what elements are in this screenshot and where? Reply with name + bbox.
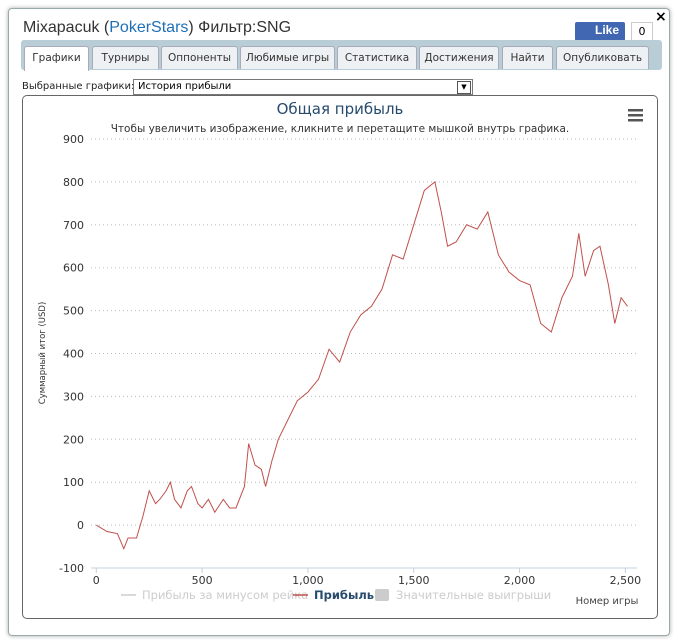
site: PokerStars bbox=[109, 19, 189, 36]
tab[interactable]: Найти bbox=[502, 46, 553, 69]
tab[interactable]: Достижения bbox=[419, 46, 499, 69]
legend-symbol bbox=[375, 589, 389, 601]
y-tick-label: 800 bbox=[63, 176, 84, 189]
tab[interactable]: Любимые игры bbox=[240, 46, 335, 69]
y-tick-label: -100 bbox=[59, 562, 84, 575]
legend-label: Прибыль bbox=[314, 588, 374, 602]
y-tick-label: 600 bbox=[63, 262, 84, 275]
legend-label: Значительные выигрыши bbox=[396, 588, 551, 602]
y-tick-label: 500 bbox=[63, 305, 84, 318]
y-tick-label: 900 bbox=[63, 133, 84, 146]
tab[interactable]: Оппоненты bbox=[161, 46, 238, 69]
close-button[interactable]: × bbox=[655, 9, 667, 25]
selector-label: Выбранные графики: bbox=[22, 81, 135, 92]
legend-label: Прибыль за минусом рейка bbox=[142, 588, 308, 602]
select-value: История прибыли bbox=[138, 81, 232, 92]
y-tick-label: 100 bbox=[63, 476, 84, 489]
chart-subtitle: Чтобы увеличить изображение, кликните и … bbox=[111, 123, 570, 135]
tab[interactable]: Статистика bbox=[337, 46, 417, 69]
x-axis-title: Номер игры bbox=[576, 596, 639, 607]
like-button[interactable]: Like bbox=[575, 22, 626, 41]
player: Mixapacuk ( bbox=[23, 19, 110, 36]
filter: ) Фильтр:SNG bbox=[188, 19, 292, 36]
x-tick-label: 2,000 bbox=[504, 574, 536, 587]
menu-button[interactable] bbox=[628, 109, 643, 122]
chart-panel: Общая прибыль Чтобы увеличить изображени… bbox=[22, 95, 658, 619]
x-tick-label: 500 bbox=[192, 574, 213, 587]
x-tick-label: 0 bbox=[93, 574, 100, 587]
y-tick-label: 400 bbox=[63, 348, 84, 361]
y-axis-title: Суммарный итог (USD) bbox=[38, 302, 48, 405]
y-tick-label: 700 bbox=[63, 219, 84, 232]
chart-select[interactable]: История прибыли ▼ bbox=[133, 79, 473, 95]
chart-title: Общая прибыль bbox=[277, 100, 404, 118]
x-tick-label: 1,000 bbox=[292, 574, 324, 587]
tab[interactable]: Турниры bbox=[92, 46, 159, 69]
y-tick-label: 300 bbox=[63, 390, 84, 403]
chart: Общая прибыль Чтобы увеличить изображени… bbox=[38, 100, 643, 607]
window: Mixapacuk (PokerStars) Фильтр:SNG Like 0… bbox=[8, 8, 670, 636]
like-count: 0 bbox=[631, 22, 653, 41]
window-title: Mixapacuk (PokerStars) Фильтр:SNG bbox=[23, 19, 291, 37]
x-tick-label: 2,500 bbox=[610, 574, 642, 587]
x-tick-label: 1,500 bbox=[398, 574, 430, 587]
y-tick-label: 200 bbox=[63, 433, 84, 446]
tab[interactable]: Опубликовать bbox=[556, 46, 649, 69]
dropdown-arrow[interactable]: ▼ bbox=[457, 81, 471, 94]
tab[interactable]: Графики bbox=[24, 46, 89, 71]
profit-line bbox=[96, 180, 628, 551]
y-tick-label: 0 bbox=[77, 519, 84, 532]
